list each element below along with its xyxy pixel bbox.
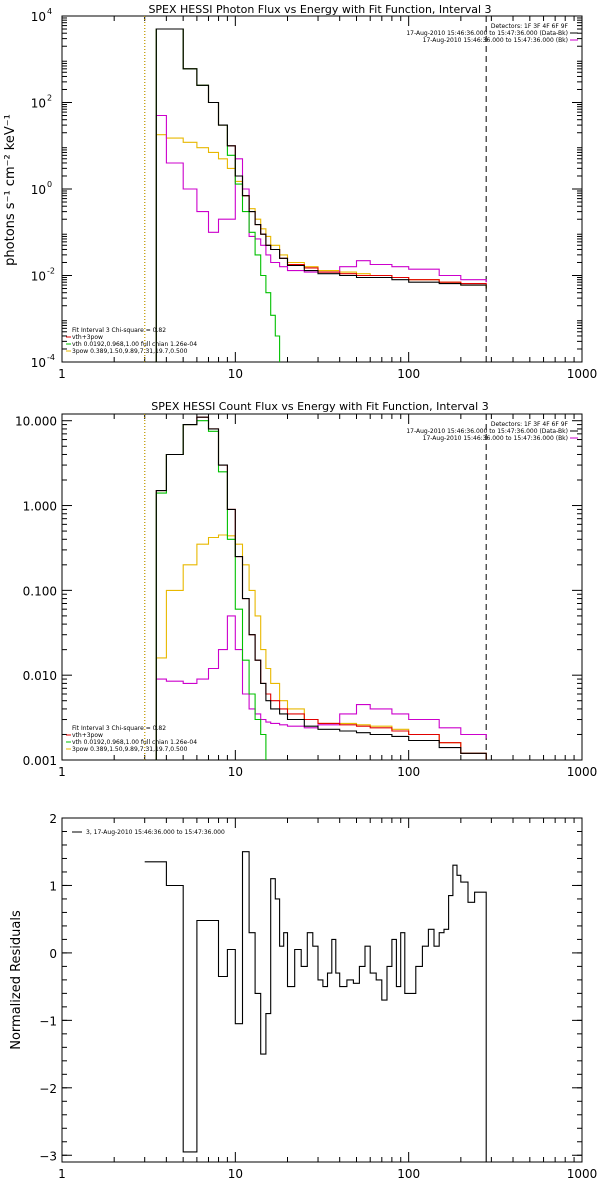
y-tick-exponent: -4 bbox=[47, 353, 55, 362]
y-tick-label: 10 bbox=[31, 97, 46, 111]
x-tick-label: 100 bbox=[397, 1167, 420, 1181]
legend-left-text: Fit Interval 3 Chi-square = 0.82 bbox=[72, 725, 166, 732]
x-tick-label: 1000 bbox=[567, 765, 598, 779]
x-tick-label: 1000 bbox=[567, 1167, 598, 1181]
x-tick-label: 10 bbox=[228, 367, 243, 381]
series-line bbox=[144, 28, 487, 363]
series-line bbox=[144, 416, 487, 761]
series-line bbox=[144, 134, 487, 363]
y-tick-label: 10 bbox=[31, 10, 46, 24]
y-tick-label: 1 bbox=[49, 879, 57, 893]
x-tick-label: 1 bbox=[58, 367, 66, 381]
x-tick-label: 1 bbox=[58, 1167, 66, 1181]
legend-right-text: Detectors: 1F 3F 4F 6F 9F bbox=[491, 23, 569, 30]
x-tick-label: 1 bbox=[58, 765, 66, 779]
y-tick-label: 10.000 bbox=[15, 415, 57, 429]
y-tick-label: 10 bbox=[31, 356, 46, 370]
legend-left-text: vth 0.0192,0.968,1.00 full chian 1.26e-0… bbox=[72, 739, 197, 746]
x-tick-label: 10 bbox=[228, 765, 243, 779]
y-tick-exponent: 0 bbox=[47, 180, 52, 189]
y-tick-label: 0.100 bbox=[23, 584, 57, 598]
residual-legend-text: 3, 17-Aug-2010 15:46:36.000 to 15:47:36.… bbox=[86, 829, 225, 836]
plot-frame bbox=[61, 15, 583, 363]
legend-left-text: Fit Interval 3 Chi-square = 0.82 bbox=[72, 327, 166, 334]
y-tick-exponent: 2 bbox=[47, 94, 52, 103]
y-tick-label: −1 bbox=[39, 1014, 57, 1028]
photon-flux-panel: SPEX HESSI Photon Flux vs Energy with Fi… bbox=[3, 3, 597, 381]
y-tick-label: −2 bbox=[39, 1082, 57, 1096]
y-tick-label: 0 bbox=[49, 947, 57, 961]
y-tick-label: 1.000 bbox=[23, 500, 57, 514]
y-tick-label: 0.001 bbox=[23, 754, 57, 768]
legend-right-text: 17-Aug-2010 15:46:36.000 to 15:47:36.000… bbox=[423, 37, 568, 44]
count-flux-title: SPEX HESSI Count Flux vs Energy with Fit… bbox=[151, 400, 488, 413]
legend-left-text: 3pow 0.389,1.50,9.89,7.31,19.7,0.500 bbox=[72, 348, 188, 355]
x-tick-label: 100 bbox=[397, 367, 420, 381]
legend-right-text: Detectors: 1F 3F 4F 6F 9F bbox=[491, 421, 569, 428]
y-tick-label: 10 bbox=[31, 183, 46, 197]
legend-left-text: vth 0.0192,0.968,1.00 full chian 1.26e-0… bbox=[72, 341, 197, 348]
photon-flux-title: SPEX HESSI Photon Flux vs Energy with Fi… bbox=[148, 3, 491, 16]
x-tick-label: 1000 bbox=[567, 367, 598, 381]
x-tick-label: 10 bbox=[228, 1167, 243, 1181]
series-line bbox=[144, 420, 267, 761]
residuals-panel: Normalized Residuals 1 10 100 1000210−1−2−3… bbox=[9, 812, 597, 1181]
y-tick-label: −3 bbox=[39, 1149, 57, 1163]
count-flux-panel: SPEX HESSI Count Flux vs Energy with Fit… bbox=[15, 400, 597, 779]
legend-right-text: 17-Aug-2010 15:46:36.000 to 15:47:36.000… bbox=[406, 30, 568, 37]
y-tick-exponent: 4 bbox=[47, 7, 52, 16]
legend-left-text: vth+3pow bbox=[72, 732, 103, 739]
legend-left-text: vth+3pow bbox=[72, 334, 103, 341]
legend-left-text: 3pow 0.389,1.50,9.89,7.31,19.7,0.500 bbox=[72, 746, 188, 753]
plot-frame bbox=[61, 413, 583, 761]
series-line bbox=[144, 114, 487, 363]
series-line bbox=[144, 28, 281, 363]
series-line bbox=[144, 416, 487, 761]
y-tick-label: 0.010 bbox=[23, 669, 57, 683]
series-line bbox=[144, 28, 487, 363]
y-tick-exponent: -2 bbox=[47, 267, 55, 276]
x-tick-label: 100 bbox=[397, 765, 420, 779]
legend-right-text: 17-Aug-2010 15:46:36.000 to 15:47:36.000… bbox=[423, 435, 568, 442]
series-line bbox=[144, 615, 487, 761]
y-tick-label: 10 bbox=[31, 270, 46, 284]
photon-flux-ylabel: photons s⁻¹ cm⁻² keV⁻¹ bbox=[3, 114, 18, 266]
legend-right-text: 17-Aug-2010 15:46:36.000 to 15:47:36.000… bbox=[406, 428, 568, 435]
y-tick-label: 2 bbox=[49, 812, 57, 826]
series-line bbox=[144, 851, 487, 1162]
residuals-ylabel: Normalized Residuals bbox=[9, 910, 24, 1050]
plot-frame bbox=[61, 817, 583, 1163]
